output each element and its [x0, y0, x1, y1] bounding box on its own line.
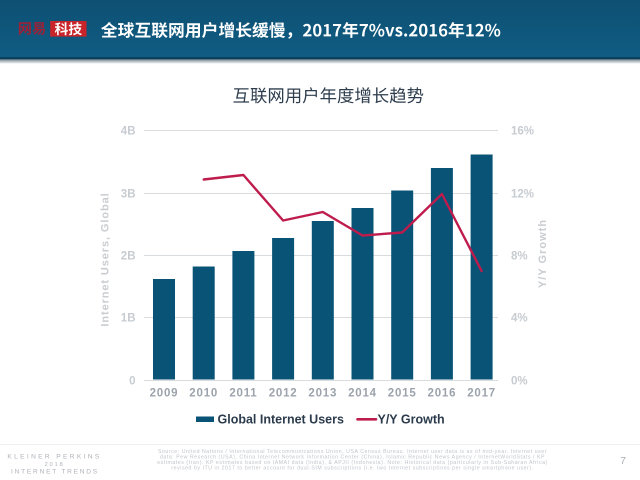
svg-text:4B: 4B	[121, 126, 136, 138]
svg-text:INTERNET TRENDS: INTERNET TRENDS	[11, 469, 99, 476]
svg-text:Internet Users, Global: Internet Users, Global	[100, 192, 112, 326]
svg-text:2018: 2018	[44, 462, 64, 468]
svg-text:4%: 4%	[511, 313, 528, 325]
svg-text:1B: 1B	[121, 313, 136, 325]
svg-text:KLEINER PERKINS: KLEINER PERKINS	[7, 454, 101, 461]
svg-text:2016: 2016	[428, 388, 457, 400]
svg-text:3B: 3B	[121, 189, 136, 201]
svg-text:2010: 2010	[189, 388, 218, 400]
svg-text:Global Internet Users: Global Internet Users	[218, 413, 344, 427]
svg-text:2013: 2013	[308, 388, 337, 400]
svg-text:2009: 2009	[150, 388, 179, 400]
svg-text:2014: 2014	[348, 388, 377, 400]
svg-text:Source: United Nations / Inter: Source: United Nations / International T…	[158, 449, 547, 455]
svg-text:7: 7	[620, 455, 626, 467]
svg-text:Y/Y Growth: Y/Y Growth	[537, 219, 549, 288]
svg-text:2017: 2017	[467, 388, 496, 400]
svg-text:0%: 0%	[511, 376, 528, 388]
svg-text:revised by ITU in 2017 to bett: revised by ITU in 2017 to better account…	[171, 466, 533, 472]
svg-text:12%: 12%	[511, 189, 534, 201]
svg-text:2012: 2012	[269, 388, 298, 400]
svg-text:16%: 16%	[511, 126, 534, 138]
svg-text:data: Pew Research (USA), Chin: data: Pew Research (USA), China Internet…	[160, 455, 545, 461]
svg-text:0: 0	[129, 376, 135, 388]
svg-text:2011: 2011	[229, 388, 257, 400]
svg-text:2B: 2B	[121, 251, 136, 263]
svg-text:8%: 8%	[511, 251, 528, 263]
svg-text:Y/Y Growth: Y/Y Growth	[378, 413, 445, 427]
svg-text:estimates (Iran). KP estimates: estimates (Iran). KP estimates based on …	[157, 460, 548, 466]
svg-text:2015: 2015	[388, 388, 417, 400]
